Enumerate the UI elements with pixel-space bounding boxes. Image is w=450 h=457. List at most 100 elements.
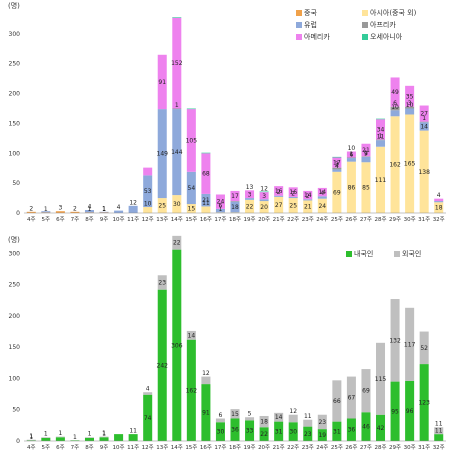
x-tick-label: 19주 <box>244 444 256 451</box>
bar-segment <box>361 143 371 157</box>
bar-segment <box>245 190 255 199</box>
bar-segment <box>376 119 386 140</box>
y-tick-label: 0 <box>16 210 20 217</box>
data-label: 42 <box>377 425 385 432</box>
x-tick-label: 27주 <box>360 444 372 451</box>
data-label: 2 <box>277 189 281 196</box>
data-label: 1 <box>364 150 368 157</box>
legend-label: 아프리카 <box>370 20 396 29</box>
x-tick-label: 18주 <box>229 444 241 451</box>
data-label: 96 <box>406 408 414 415</box>
x-tick-label: 14주 <box>171 444 183 451</box>
bar-segment <box>230 409 240 419</box>
x-tick-label: 5주 <box>42 444 51 451</box>
data-label: 4 <box>320 190 324 197</box>
data-label: 152 <box>171 60 183 67</box>
data-label: 14 <box>188 332 196 339</box>
x-tick-label: 6주 <box>56 444 65 451</box>
bar-segment <box>405 106 415 109</box>
bar-segment <box>317 414 327 430</box>
data-label: 10 <box>406 102 414 109</box>
legend-label: 오세아니아 <box>370 32 403 41</box>
data-label: 14 <box>318 189 326 196</box>
data-label: 91 <box>158 79 166 86</box>
x-tick-label: 12주 <box>142 216 154 223</box>
legend-swatch <box>394 251 400 257</box>
x-tick-label: 4주 <box>27 444 36 451</box>
data-label: 117 <box>404 341 416 348</box>
bar-segment <box>317 198 327 213</box>
y-tick-label: 50 <box>12 407 20 414</box>
data-label: 3 <box>408 100 412 107</box>
bar-segment <box>26 439 36 441</box>
bar-segment <box>332 171 342 213</box>
bar-segment <box>201 193 211 207</box>
bar-segment <box>99 211 109 213</box>
data-label: 1 <box>102 431 106 438</box>
data-label: 66 <box>333 398 341 405</box>
bar-segment <box>419 130 429 213</box>
data-label: 54 <box>188 185 196 192</box>
bar-segment <box>245 198 255 200</box>
data-label: 21 <box>304 204 312 211</box>
x-tick-label: 29주 <box>389 216 401 223</box>
x-tick-label: 22주 <box>287 444 299 451</box>
data-label: 1 <box>349 151 353 158</box>
bar-segment <box>361 412 371 441</box>
bar-segment <box>346 161 356 213</box>
bar-segment <box>186 339 196 441</box>
data-label: 52 <box>420 345 428 352</box>
bar-segment <box>274 412 284 422</box>
bar-segment <box>259 191 269 193</box>
bars-group <box>26 235 444 441</box>
data-label: 11 <box>435 428 443 435</box>
data-label: 14 <box>420 123 428 130</box>
data-label: 67 <box>348 395 356 402</box>
bar-segment <box>259 427 269 441</box>
bar-segment <box>157 198 167 213</box>
y-tick-label: 100 <box>9 150 21 157</box>
data-label: 5 <box>248 411 252 418</box>
bar-segment <box>376 140 386 147</box>
x-tick-label: 20주 <box>258 444 270 451</box>
bar-segment <box>186 204 196 213</box>
bar-segment <box>288 187 298 197</box>
bar-segment <box>215 422 225 441</box>
bar-segment <box>288 198 298 213</box>
bar-segment <box>390 381 400 441</box>
data-label: 138 <box>418 169 430 176</box>
x-tick-label: 8주 <box>85 444 94 451</box>
bar-segment <box>405 307 415 381</box>
data-labels-group: 2 1 3 2 14 11 412 10532514991301441152155410511… <box>29 60 442 213</box>
x-tick-label: 9주 <box>100 216 109 223</box>
bar-segment <box>376 342 386 415</box>
bar-segment <box>172 17 182 18</box>
data-label: 1 <box>102 430 106 437</box>
bar-segment <box>99 437 109 441</box>
data-label: 242 <box>157 362 169 369</box>
data-label: 1 <box>73 434 77 441</box>
bar-segment <box>26 211 36 213</box>
data-label: 34 <box>377 126 385 133</box>
y-tick-label: 300 <box>9 250 21 257</box>
data-label: 68 <box>202 171 210 178</box>
bar-segment <box>361 156 371 157</box>
bar-segment <box>332 421 342 441</box>
bar-segment <box>303 190 313 200</box>
bar-segment <box>128 434 138 441</box>
data-label: 12 <box>289 408 297 415</box>
data-label: 4 <box>335 163 339 170</box>
bar-segment <box>215 418 225 423</box>
bar-segment <box>434 202 444 213</box>
bar-segment <box>405 114 415 213</box>
bar-segment <box>303 426 313 441</box>
data-label: 10 <box>144 201 152 208</box>
x-tick-label: 10주 <box>113 216 125 223</box>
bar-segment <box>201 384 211 441</box>
x-tick-label: 9주 <box>100 444 109 451</box>
bar-segment <box>41 437 51 438</box>
bar-segment <box>390 116 400 213</box>
data-label: 1 <box>44 431 48 438</box>
x-tick-label: 17주 <box>214 216 226 223</box>
data-label: 2 <box>306 193 310 200</box>
